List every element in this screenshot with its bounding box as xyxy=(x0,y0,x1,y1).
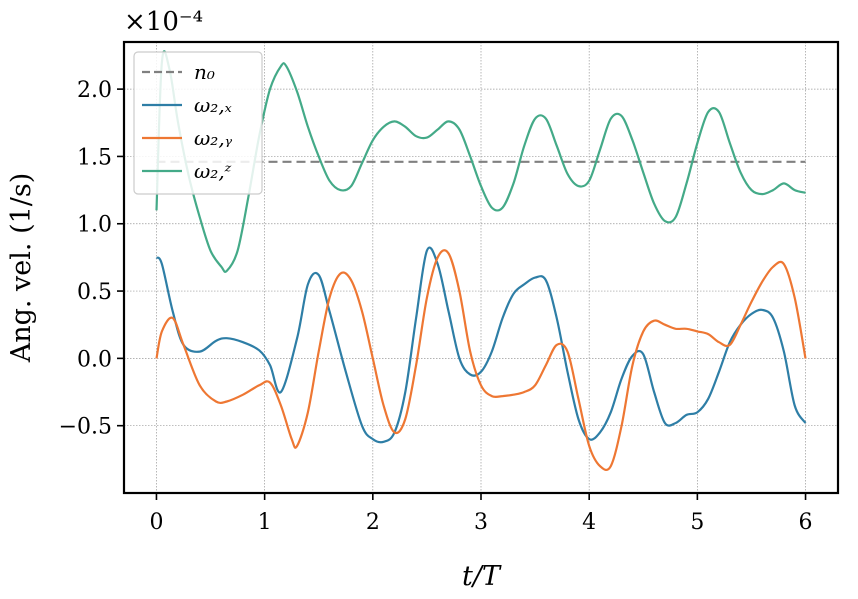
y-axis-label: Ang. vel. (1/s) xyxy=(6,173,37,364)
y-tick-label: 1.0 xyxy=(77,213,112,238)
legend: n₀ ω₂,ₓ ω₂,ᵧ ω₂,ᶻ xyxy=(133,51,263,195)
grid-lines xyxy=(124,42,838,493)
x-tick-label: 4 xyxy=(582,510,596,535)
x-tick-label: 3 xyxy=(474,510,488,535)
series-line xyxy=(155,50,806,273)
x-tick-label: 2 xyxy=(366,510,380,535)
legend-label: ω₂,ᶻ xyxy=(194,159,232,183)
legend-label: ω₂,ₓ xyxy=(194,93,232,117)
series-line xyxy=(155,246,807,444)
y-tick-label: 2.0 xyxy=(77,78,112,103)
legend-label: ω₂,ᵧ xyxy=(194,126,233,150)
y-axis-ticks: −0.5 0.0 0.5 1.0 1.5 2.0 xyxy=(59,78,124,440)
y-tick-label: 1.5 xyxy=(77,145,112,170)
x-axis-ticks: 0 1 2 3 4 5 6 xyxy=(149,493,813,535)
y-tick-label: −0.5 xyxy=(59,415,112,440)
series-line xyxy=(155,249,807,472)
y-tick-label: 0.5 xyxy=(77,280,112,305)
x-tick-label: 6 xyxy=(799,510,813,535)
legend-label: n₀ xyxy=(194,60,215,84)
x-tick-label: 1 xyxy=(258,510,272,535)
legend-box xyxy=(133,51,263,195)
x-tick-label: 5 xyxy=(690,510,704,535)
x-tick-label: 0 xyxy=(149,510,163,535)
series-lines xyxy=(155,50,807,472)
y-axis-multiplier: ×10⁻⁴ xyxy=(124,7,203,37)
x-axis-label: t/T xyxy=(462,561,502,592)
y-tick-label: 0.0 xyxy=(77,347,112,372)
